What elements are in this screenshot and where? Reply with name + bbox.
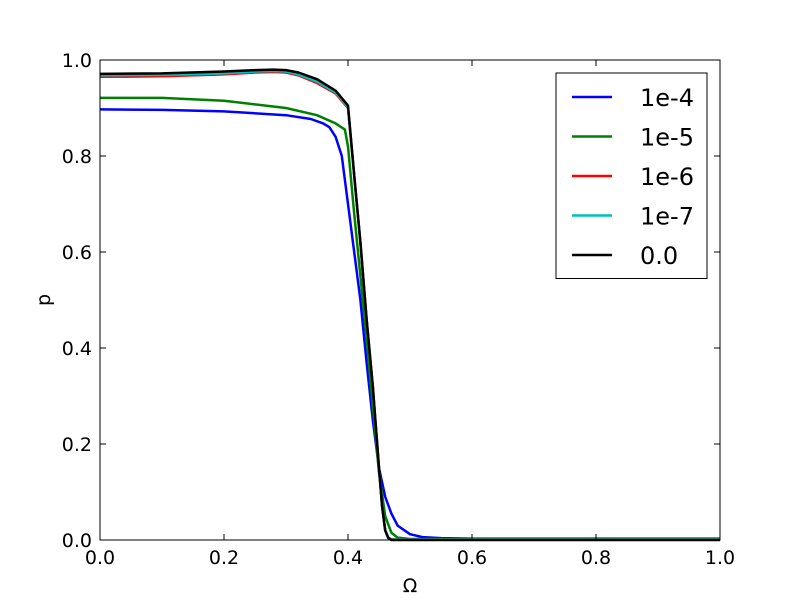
- y-tick-label-5: 1.0: [62, 50, 92, 72]
- legend-label-0: 1e-4: [640, 84, 694, 112]
- x-tick-label-4: 0.8: [581, 547, 611, 569]
- y-tick-label-4: 0.8: [62, 146, 92, 168]
- legend-label-3: 1e-7: [640, 203, 694, 231]
- y-tick-label-2: 0.4: [62, 338, 92, 360]
- y-tick-label-1: 0.2: [62, 434, 92, 456]
- x-tick-label-5: 1.0: [705, 547, 735, 569]
- x-tick-label-1: 0.2: [209, 547, 239, 569]
- y-axis-label: p: [33, 294, 55, 306]
- y-tick-label-3: 0.6: [62, 242, 92, 264]
- legend-label-2: 1e-6: [640, 163, 694, 191]
- legend: 1e-4 1e-5 1e-6 1e-7 0.0: [555, 72, 708, 279]
- legend-label-1: 1e-5: [640, 124, 694, 152]
- x-axis-label: Ω: [403, 575, 418, 597]
- legend-label-4: 0.0: [640, 242, 678, 270]
- y-tick-label-0: 0.0: [62, 530, 92, 552]
- plot-frame: [99, 59, 721, 541]
- x-tick-label-0: 0.0: [85, 547, 115, 569]
- x-tick-label-3: 0.6: [457, 547, 487, 569]
- x-tick-label-2: 0.4: [333, 547, 363, 569]
- tick-labels: 0.0 0.2 0.4 0.6 0.8 1.0 0.0 0.2 0.4 0.6 0.8 1.0: [62, 50, 735, 569]
